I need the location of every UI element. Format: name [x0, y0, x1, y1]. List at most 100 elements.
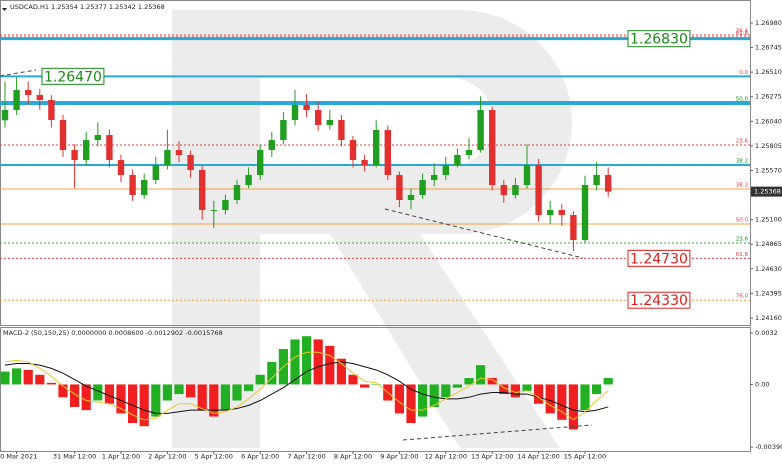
- candle-body: [152, 165, 159, 181]
- macd-bar: [313, 339, 323, 385]
- level-box-label: 1.26830: [630, 32, 688, 48]
- macd-bar: [209, 384, 219, 417]
- level-box-label: 1.26470: [44, 69, 102, 85]
- level-box-label: 1.24330: [630, 293, 688, 309]
- y-tick-label: 1.26510: [755, 68, 782, 76]
- x-tick-label: 2 Apr 12:00: [148, 453, 186, 461]
- candle-body: [593, 174, 600, 186]
- macd-bar: [487, 378, 497, 385]
- macd-line: [4, 351, 609, 421]
- macd-bar: [568, 384, 578, 430]
- macd-bar: [394, 384, 404, 414]
- macd-bar: [290, 339, 300, 385]
- candle-body: [199, 169, 206, 211]
- y-tick-label: 1.24160: [755, 314, 782, 322]
- fib-label: 50.0: [736, 97, 749, 103]
- price-panel-border: [0, 0, 751, 326]
- candle-body: [291, 105, 299, 120]
- candle-body: [605, 174, 612, 192]
- fib-label: 50.0: [736, 218, 749, 224]
- macd-bar: [58, 384, 68, 398]
- fib-label: 61.8: [736, 252, 749, 258]
- macd-bar: [464, 378, 474, 385]
- candle-body: [338, 119, 345, 141]
- candle-body: [175, 149, 183, 156]
- macd-bar: [162, 384, 172, 401]
- candle-body: [349, 140, 357, 161]
- macd-bar: [325, 345, 335, 385]
- chart-title: USDCAD,H1 1.25354 1.25377 1.25342 1.2536…: [10, 3, 165, 11]
- macd-bar: [174, 384, 184, 395]
- candle-body: [187, 155, 194, 170]
- candle-body: [106, 135, 113, 161]
- macd-bar: [348, 374, 358, 385]
- macd-bar: [70, 384, 80, 407]
- y-tick-label: 1.26040: [755, 117, 782, 125]
- fib-label: 38.2: [736, 183, 748, 189]
- candle-body: [535, 165, 542, 216]
- macd-bar: [128, 384, 138, 424]
- candle-body: [361, 160, 368, 166]
- macd-bar: [557, 384, 567, 420]
- macd-bar: [592, 384, 602, 395]
- y-tick-label: 1.24630: [755, 265, 782, 273]
- level-box: 1.24330: [627, 291, 691, 309]
- macd-panel-border: [0, 327, 751, 452]
- macd-bar: [186, 384, 196, 398]
- macd-bar: [360, 384, 370, 388]
- candle-body: [512, 185, 519, 195]
- candle-body: [257, 149, 264, 175]
- candle-body: [523, 165, 531, 186]
- candle-body: [245, 174, 252, 186]
- y-tick-label: 1.24395: [755, 289, 782, 297]
- x-tick-label: 1 Apr 12:00: [102, 453, 140, 461]
- fib-label: 38.2: [736, 159, 748, 165]
- candle-body: [570, 215, 577, 241]
- candle-body: [13, 90, 20, 111]
- level-box-frame: [41, 67, 105, 85]
- candle-body: [233, 185, 241, 200]
- level-box: 1.26470: [41, 67, 105, 85]
- macd-bar: [220, 384, 230, 411]
- macd-bar: [232, 384, 242, 401]
- x-tick-label: 14 Apr 12:00: [517, 453, 559, 461]
- candle-body: [489, 110, 496, 186]
- candle-body: [442, 165, 449, 175]
- x-tick-label: 9 Apr 12:00: [380, 453, 418, 461]
- candle-body: [1, 110, 9, 121]
- candle-body: [477, 110, 484, 150]
- macd-bar: [510, 384, 520, 398]
- x-tick-label: 7 Apr 12:00: [287, 453, 325, 461]
- fib-label: 23.6: [736, 138, 749, 144]
- macd-bar: [93, 384, 103, 401]
- candle-body: [83, 140, 90, 161]
- macd-bar: [104, 384, 114, 404]
- candle-body: [431, 174, 438, 181]
- candle-body: [210, 210, 217, 212]
- macd-bar: [302, 336, 312, 385]
- macd-bar: [452, 384, 462, 388]
- candle-body: [48, 99, 55, 120]
- y-tick-label: 1.26275: [755, 93, 782, 101]
- level-box-frame: [627, 249, 691, 267]
- candle-body: [558, 210, 565, 216]
- x-tick-label: 5 Apr 12:00: [195, 453, 233, 461]
- macd-title: MACD-2 (50,150,25) 0.0000000 0.0008600 -…: [3, 329, 223, 337]
- candle-body: [419, 180, 426, 195]
- current-price-label: 1.25368: [754, 188, 781, 196]
- macd-bar: [371, 384, 381, 385]
- macd-bar: [534, 384, 544, 404]
- x-tick-label: 15 Apr 12:00: [564, 453, 606, 461]
- candle-body: [547, 210, 554, 216]
- candle-body: [280, 119, 287, 141]
- macd-bar: [46, 382, 56, 385]
- x-tick-label: 8 Apr 12:00: [334, 453, 372, 461]
- macd-bar: [12, 368, 22, 385]
- candle-body: [94, 135, 101, 141]
- macd-bar: [0, 371, 10, 385]
- macd-bar: [35, 374, 45, 385]
- macd-bar: [267, 361, 277, 385]
- fib-label: 23.6: [736, 236, 749, 242]
- candle-body: [326, 119, 333, 125]
- macd-bar: [23, 369, 33, 385]
